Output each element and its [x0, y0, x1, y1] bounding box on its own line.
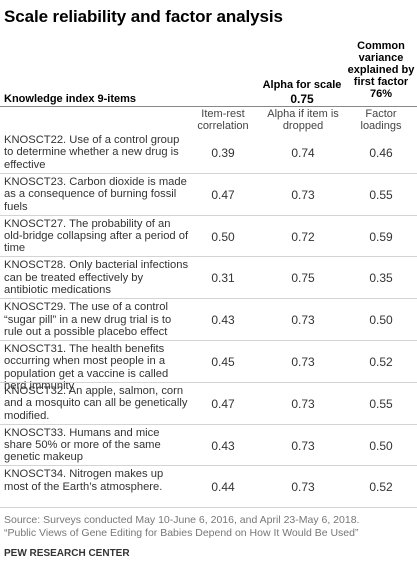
item-label: KNOSCT22. Use of a control group to dete…: [4, 134, 180, 171]
item-rest-value: 0.39: [211, 146, 235, 160]
row-divider: [0, 172, 417, 174]
table-row: KNOSCT34. Nitrogen makes up most of the …: [0, 466, 417, 509]
column-header-alpha-dropped: Alpha if item is dropped: [267, 108, 339, 132]
item-rest-value: 0.47: [211, 187, 235, 202]
table-row: KNOSCT23. Carbon dioxide is made as a co…: [0, 174, 417, 216]
page-title: Scale reliability and factor analysis: [4, 7, 283, 26]
table-row: KNOSCT27. The probability of an old-brid…: [0, 216, 417, 258]
row-divider: [0, 256, 417, 258]
alpha-dropped-value: 0.75: [291, 271, 315, 286]
alpha-dropped-value: 0.72: [291, 229, 315, 244]
item-rest-value: 0.31: [211, 271, 235, 286]
column-header-item-rest: Item-rest correlation: [197, 108, 249, 132]
factor-loading-value: 0.50: [369, 313, 393, 328]
factor-loading-value: 0.52: [369, 354, 393, 369]
item-rest-value: 0.44: [211, 480, 235, 495]
column-header-factor-loadings: Factor loadings: [360, 108, 402, 132]
knowledge-index-label: Knowledge index 9-items: [4, 93, 137, 105]
common-variance-label: Common variance explained by first facto…: [347, 40, 415, 88]
factor-loading-value: 0.35: [369, 271, 393, 286]
alpha-dropped-value: 0.74: [291, 146, 315, 160]
alpha-dropped-value: 0.73: [291, 187, 315, 202]
common-variance-value: 76%: [369, 88, 393, 100]
row-divider: [0, 298, 417, 300]
item-label: KNOSCT28. Only bacterial infections can …: [4, 259, 189, 297]
source-note: Source: Surveys conducted May 10-June 6,…: [4, 514, 359, 540]
factor-loading-value: 0.46: [369, 146, 393, 160]
row-divider: [0, 381, 417, 383]
table-row: KNOSCT31. The health benefits occurring …: [0, 341, 417, 392]
table-row: KNOSCT33. Humans and mice share 50% or m…: [0, 425, 417, 467]
row-divider: [0, 507, 417, 509]
header-divider: [0, 106, 417, 107]
factor-loading-value: 0.59: [369, 229, 393, 244]
factor-loading-value: 0.55: [369, 396, 393, 411]
item-label: KNOSCT32. An apple, salmon, corn and a m…: [4, 384, 188, 422]
item-label: KNOSCT29. The use of a control “sugar pi…: [4, 301, 172, 338]
item-label: KNOSCT34. Nitrogen makes up most of the …: [4, 468, 164, 493]
factor-loading-value: 0.52: [369, 480, 393, 495]
row-divider: [0, 339, 417, 341]
table-row: KNOSCT22. Use of a control group to dete…: [0, 132, 417, 174]
report-title-line: “Public Views of Gene Editing for Babies…: [4, 527, 359, 539]
factor-loading-value: 0.50: [369, 438, 393, 453]
row-divider: [0, 423, 417, 425]
item-rest-value: 0.47: [211, 396, 235, 411]
item-label: KNOSCT31. The health benefits occurring …: [4, 342, 169, 393]
alpha-dropped-value: 0.73: [291, 438, 315, 453]
item-label: KNOSCT23. Carbon dioxide is made as a co…: [4, 175, 187, 213]
alpha-dropped-value: 0.73: [291, 313, 315, 328]
row-divider: [0, 214, 417, 216]
item-rest-value: 0.43: [211, 438, 235, 453]
factor-loading-value: 0.55: [369, 187, 393, 202]
item-rest-value: 0.43: [211, 313, 235, 328]
alpha-scale-label: Alpha for scale: [262, 79, 342, 91]
table-body: KNOSCT22. Use of a control group to dete…: [0, 132, 417, 509]
item-rest-value: 0.50: [211, 229, 235, 244]
item-label: KNOSCT27. The probability of an old-brid…: [4, 217, 189, 255]
source-line: Source: Surveys conducted May 10-June 6,…: [4, 514, 360, 526]
item-rest-value: 0.45: [211, 354, 235, 369]
common-variance-header: Common variance explained by first facto…: [346, 40, 416, 100]
alpha-scale-value: 0.75: [290, 92, 314, 106]
row-divider: [0, 465, 417, 467]
table-row: KNOSCT28. Only bacterial infections can …: [0, 257, 417, 300]
alpha-dropped-value: 0.73: [291, 396, 315, 411]
table-row: KNOSCT32. An apple, salmon, corn and a m…: [0, 383, 417, 425]
item-label: KNOSCT33. Humans and mice share 50% or m…: [4, 426, 161, 464]
alpha-dropped-value: 0.73: [291, 480, 315, 495]
alpha-dropped-value: 0.73: [291, 354, 315, 369]
table-row: KNOSCT29. The use of a control “sugar pi…: [0, 299, 417, 341]
brand-logo-text: PEW RESEARCH CENTER: [4, 548, 130, 559]
